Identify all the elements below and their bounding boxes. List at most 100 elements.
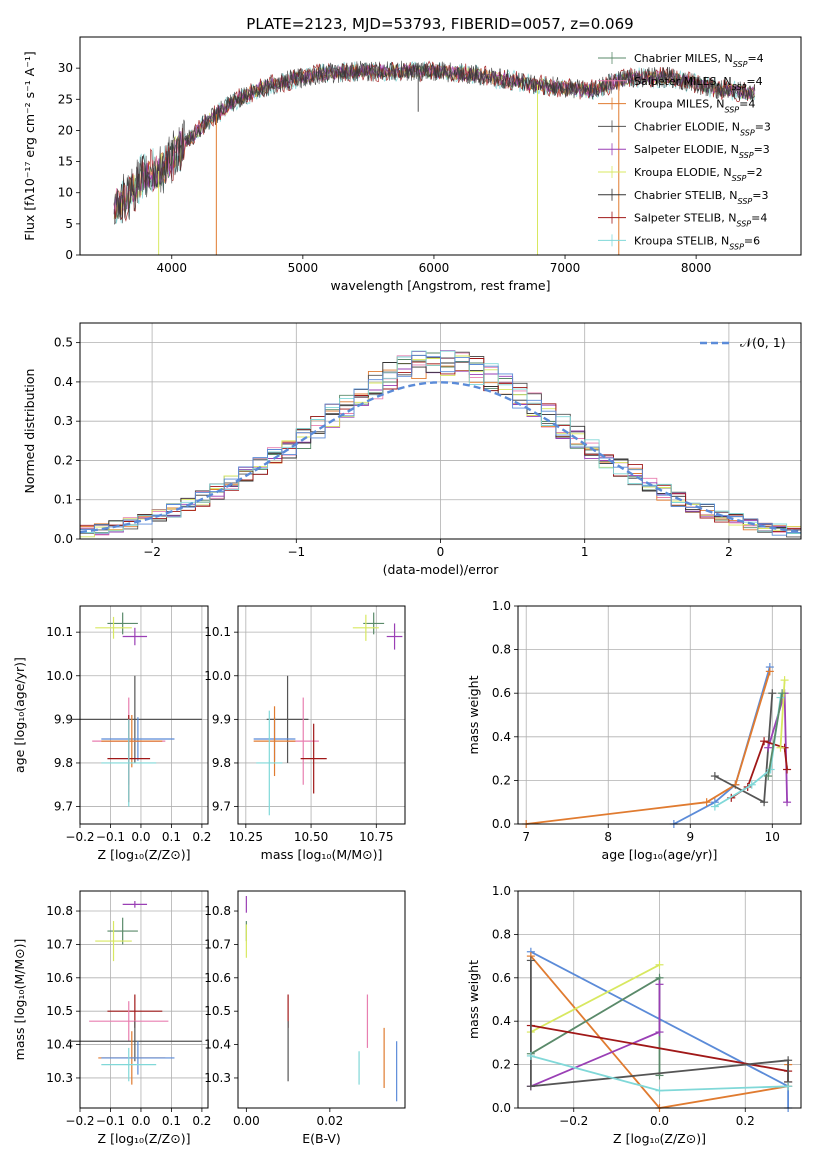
y-tick-label: 0 <box>65 248 73 262</box>
y-tick-label: 0.6 <box>492 686 511 700</box>
x-axis-label: age [log₁₀(age/yr)] <box>602 847 718 862</box>
y-tick-label: 0.8 <box>492 643 511 657</box>
y-tick-label: 0.0 <box>54 532 73 546</box>
plot-frame <box>517 605 802 825</box>
panel-mass_weight_vs_age: 7 8 9 10 0.0 0.2 0.4 0.6 0.8 1.0 age [log₁₀(age/yr… <box>466 599 802 862</box>
y-tick-label: 10.1 <box>46 625 73 639</box>
x-tick-label: 7 <box>522 830 530 844</box>
y-tick-label: 10.4 <box>204 1038 231 1052</box>
x-tick-label: 0.1 <box>162 1114 181 1128</box>
y-axis-label: Flux [fλ10⁻¹⁷ erg cm⁻² s⁻¹ A⁻¹] <box>22 51 37 240</box>
y-tick-label: 0.1 <box>54 493 73 507</box>
y-tick-label: 10 <box>58 186 73 200</box>
panel-age_vs_mass: 10.25 10.50 10.75 9.7 9.8 9.9 10.0 10.1 mass [lo… <box>204 605 406 862</box>
legend-entry: Kroupa ELODIE, NSSP=2 <box>634 166 763 183</box>
panel-residuals: −2 −1 0 1 2 0.0 0.1 0.2 0.3 0.4 0.5 (data-model)/er… <box>22 322 802 577</box>
x-tick-label: 0.0 <box>131 1114 150 1128</box>
plot-layer: 4000 5000 6000 7000 8000051015202530waveleng… <box>12 36 802 1146</box>
x-axis-label: wavelength [Angstrom, rest frame] <box>330 278 550 293</box>
x-axis-label: Z [log₁₀(Z/Z⊙)] <box>613 1131 706 1146</box>
y-tick-label: 15 <box>58 155 73 169</box>
mass-weight-series-line <box>714 693 774 804</box>
y-tick-label: 0.2 <box>54 453 73 467</box>
mass-weight-series-line <box>767 693 783 777</box>
x-tick-label: 0.2 <box>192 830 211 844</box>
mass-weight-series-line <box>530 984 661 1088</box>
y-tick-label: 10.3 <box>46 1071 73 1085</box>
panel-spectrum: 4000 5000 6000 7000 8000 0 5 10 15 20 25 30 waveleng… <box>22 36 802 293</box>
y-tick-label: 9.9 <box>212 712 231 726</box>
y-tick-label: 10.6 <box>204 971 231 985</box>
spectrum-series-line <box>113 60 756 225</box>
y-tick-label: 10.5 <box>46 1004 73 1018</box>
y-tick-label: 10.8 <box>46 904 73 918</box>
y-tick-label: 0.4 <box>492 730 511 744</box>
x-tick-label: 0.2 <box>736 1114 755 1128</box>
normal-curve <box>79 381 802 534</box>
y-tick-label: 10.6 <box>46 971 73 985</box>
x-tick-label: 10 <box>765 830 780 844</box>
legend-entry: Salpeter MILES, NSSP=4 <box>634 75 763 92</box>
x-tick-label: 0.2 <box>192 1114 211 1128</box>
x-tick-label: 2 <box>725 545 733 559</box>
panel-mass_vs_ebv: 0.00 0.02 10.3 10.4 10.5 10.6 10.7 10.8 E(B-V) <box>204 890 406 1146</box>
y-tick-label: 30 <box>58 61 73 75</box>
x-tick-label: 8 <box>604 830 612 844</box>
y-axis-label: mass [log₁₀(M/M⊙)] <box>12 939 27 1061</box>
y-tick-label: 0.4 <box>54 375 73 389</box>
y-tick-label: 5 <box>65 217 73 231</box>
y-tick-label: 0.0 <box>492 817 511 831</box>
y-tick-label: 0.2 <box>492 1058 511 1072</box>
x-tick-label: 10.25 <box>229 830 263 844</box>
y-tick-label: 0.3 <box>54 414 73 428</box>
x-axis-label: Z [log₁₀(Z/Z⊙)] <box>98 847 191 862</box>
y-tick-label: 10.8 <box>204 904 231 918</box>
plot-frame <box>237 605 406 825</box>
y-tick-label: 10.7 <box>46 937 73 951</box>
x-axis-label: E(B-V) <box>302 1131 341 1146</box>
plot-frame <box>237 890 406 1109</box>
plot-frame <box>79 36 802 256</box>
x-tick-label: −0.2 <box>559 1114 588 1128</box>
legend-entry: Kroupa STELIB, NSSP=6 <box>634 234 760 251</box>
x-tick-label: 0.00 <box>233 1114 260 1128</box>
x-axis-label: Z [log₁₀(Z/Z⊙)] <box>98 1131 191 1146</box>
y-tick-label: 9.9 <box>54 712 73 726</box>
histogram-series-step <box>80 354 801 536</box>
plot-frame <box>79 322 802 540</box>
x-tick-label: −0.1 <box>96 830 125 844</box>
x-tick-label: 8000 <box>681 261 712 275</box>
legend-entry: Salpeter STELIB, NSSP=4 <box>634 212 767 229</box>
y-tick-label: 0.2 <box>492 773 511 787</box>
x-tick-label: 5000 <box>288 261 319 275</box>
x-tick-label: 1 <box>581 545 589 559</box>
mass-weight-series-line <box>530 964 660 1033</box>
y-axis-label: mass weight <box>466 675 481 754</box>
y-tick-label: 0.8 <box>492 927 511 941</box>
plot-frame <box>79 605 209 825</box>
y-tick-label: 0.0 <box>492 1101 511 1115</box>
x-tick-label: −2 <box>143 545 161 559</box>
x-tick-label: 4000 <box>156 261 187 275</box>
mass-weight-series-line <box>673 666 771 825</box>
legend-entry: Chabrier ELODIE, NSSP=3 <box>634 120 771 137</box>
y-tick-label: 0.5 <box>54 336 73 350</box>
y-tick-label: 9.8 <box>54 756 73 770</box>
x-tick-label: −1 <box>287 545 305 559</box>
plot-frame <box>79 890 209 1109</box>
panel-mass_weight_vs_z: −0.2 0.0 0.2 0.0 0.2 0.4 0.6 0.8 1.0 Z [log₁₀(Z/Z… <box>466 884 802 1146</box>
plot-frame <box>517 890 802 1109</box>
legend-entry: Salpeter ELODIE, NSSP=3 <box>634 143 770 160</box>
x-tick-label: −0.2 <box>65 1114 94 1128</box>
y-tick-label: 10.4 <box>46 1038 73 1052</box>
y-axis-label: mass weight <box>466 960 481 1039</box>
x-tick-label: 9 <box>686 830 694 844</box>
legend-entry: Chabrier STELIB, NSSP=3 <box>634 189 768 206</box>
y-tick-label: 10.7 <box>204 937 231 951</box>
y-tick-label: 10.3 <box>204 1071 231 1085</box>
y-tick-label: 9.8 <box>212 756 231 770</box>
x-tick-label: 0.0 <box>650 1114 669 1128</box>
mass-weight-series-line <box>526 671 771 825</box>
y-tick-label: 10.1 <box>204 625 231 639</box>
